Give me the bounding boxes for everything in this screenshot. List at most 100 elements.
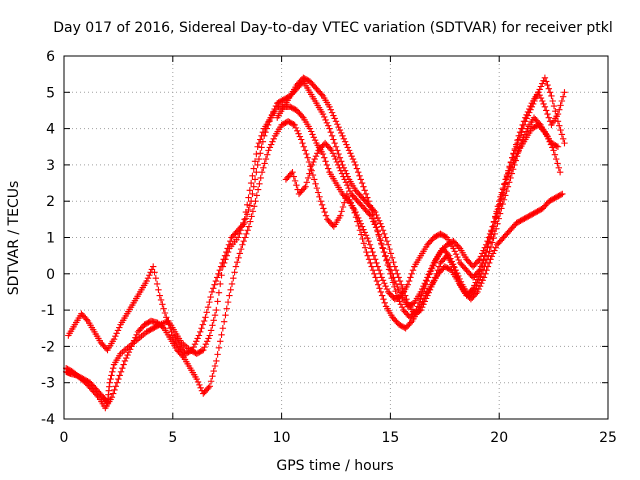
data-point [377, 270, 384, 277]
data-point [241, 219, 248, 227]
data-point [314, 150, 321, 157]
data-point [409, 266, 417, 274]
data-point [217, 280, 224, 288]
data-point [428, 264, 436, 272]
data-point [345, 184, 352, 192]
data-point [434, 266, 442, 274]
data-point [540, 100, 547, 108]
data-point [348, 152, 355, 160]
data-point [203, 309, 210, 316]
data-point [310, 134, 318, 141]
data-point [545, 85, 553, 92]
data-point [470, 286, 478, 293]
data-point [414, 303, 422, 310]
data-point [389, 279, 397, 286]
data-point [430, 261, 437, 269]
data-point [494, 220, 501, 227]
data-point [265, 147, 272, 154]
data-point [356, 172, 363, 179]
x-tick-label: 25 [599, 430, 617, 446]
data-point [544, 81, 551, 89]
y-tick-label: -3 [41, 376, 55, 392]
data-point [125, 349, 133, 356]
data-point [109, 364, 117, 372]
data-point [422, 295, 430, 302]
data-point [189, 346, 196, 354]
data-point [490, 235, 497, 242]
data-point [492, 225, 500, 232]
data-point [539, 97, 546, 105]
data-point [340, 173, 347, 180]
data-point [121, 357, 129, 365]
data-point [503, 187, 510, 195]
series-track-5 [282, 114, 564, 321]
data-point [502, 192, 509, 199]
data-point [481, 263, 488, 270]
data-point [512, 157, 519, 164]
data-point [202, 341, 210, 348]
data-point [561, 89, 568, 96]
data-point [245, 206, 252, 214]
data-point [307, 166, 314, 173]
data-point [499, 186, 507, 193]
data-point [372, 224, 380, 231]
data-point [368, 215, 376, 222]
data-point [349, 155, 357, 163]
data-point [215, 289, 223, 296]
data-point [528, 103, 536, 111]
data-point [334, 147, 341, 154]
data-point [449, 261, 457, 268]
series-track-4 [274, 74, 568, 310]
data-point [271, 105, 278, 113]
data-point [377, 220, 384, 227]
data-point [339, 203, 347, 211]
data-point [521, 131, 529, 138]
data-point [377, 288, 385, 296]
data-point [227, 237, 234, 245]
data-point [539, 80, 546, 87]
data-point [423, 277, 431, 285]
data-point [379, 277, 387, 284]
data-point [350, 205, 357, 212]
data-point [523, 115, 530, 122]
data-point [362, 232, 370, 239]
data-point [318, 91, 325, 98]
data-point [544, 110, 551, 118]
data-point [480, 247, 487, 254]
data-point [328, 132, 336, 140]
data-point [338, 208, 345, 215]
data-point [420, 301, 427, 308]
data-point [327, 129, 334, 136]
data-point [230, 274, 237, 282]
data-point [241, 234, 249, 241]
data-point [367, 259, 374, 267]
data-point [347, 199, 354, 206]
data-point [206, 332, 213, 339]
data-point [338, 158, 345, 165]
data-point [214, 298, 221, 305]
data-point [382, 234, 389, 241]
data-point [507, 174, 514, 182]
data-point [509, 166, 517, 173]
data-point [159, 301, 166, 308]
data-point [240, 237, 247, 245]
data-point [500, 196, 508, 203]
data-point [484, 237, 491, 245]
data-point [375, 266, 383, 274]
data-point [506, 179, 513, 186]
data-point [472, 285, 479, 292]
data-point [378, 274, 385, 281]
data-point [166, 325, 174, 332]
x-tick-label: 15 [381, 430, 399, 446]
data-point [491, 230, 499, 238]
data-point [247, 198, 255, 205]
data-point [117, 368, 125, 376]
data-point [269, 138, 276, 145]
data-point [478, 270, 485, 277]
data-point [475, 285, 482, 293]
data-point [520, 121, 528, 129]
data-point [323, 119, 331, 126]
data-point [360, 240, 368, 247]
data-point [211, 362, 219, 370]
